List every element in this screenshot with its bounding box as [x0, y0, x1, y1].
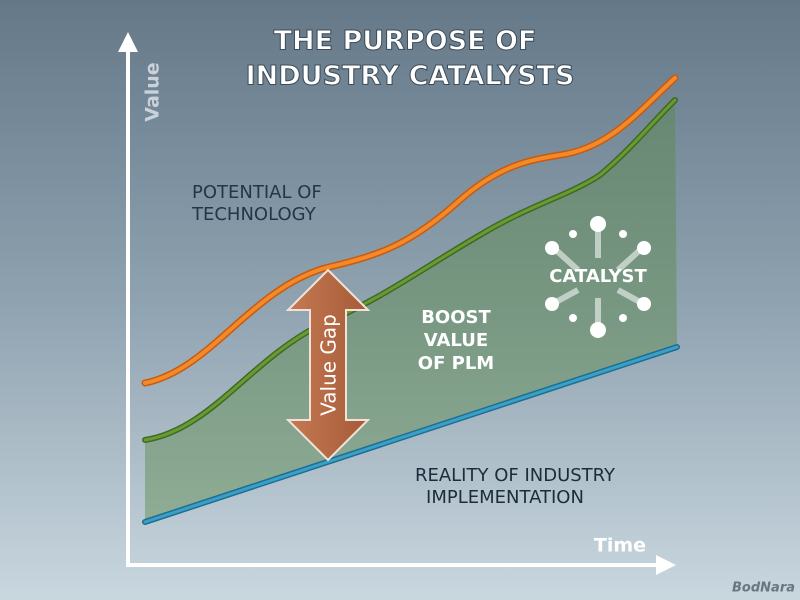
reality-label: IMPLEMENTATION — [426, 487, 584, 508]
value-gap-arrow — [285, 268, 371, 462]
catalyst-label: CATALYST — [549, 266, 647, 287]
reality-label: REALITY OF INDUSTRY — [415, 465, 616, 486]
x-axis-label: Time — [594, 535, 646, 557]
catalyst-icon — [545, 216, 651, 338]
boost-label: VALUE — [424, 330, 488, 351]
title-line: INDUSTRY CATALYSTS — [246, 61, 575, 92]
value-gap-label: Value Gap — [317, 314, 341, 416]
plm-curve — [143, 98, 677, 442]
boost-label: OF PLM — [418, 353, 494, 374]
watermark: BodNara — [732, 581, 795, 596]
x-axis-arrow — [656, 555, 676, 575]
y-axis-label: Value — [142, 62, 164, 121]
boost-label: BOOST — [421, 307, 491, 328]
potential-label: TECHNOLOGY — [191, 204, 317, 225]
title-line: THE PURPOSE OF — [274, 26, 537, 57]
potential-label: POTENTIAL OF — [192, 182, 322, 203]
potential-curve — [143, 76, 677, 385]
y-axis-arrow — [118, 32, 138, 52]
reality-line — [143, 345, 679, 524]
